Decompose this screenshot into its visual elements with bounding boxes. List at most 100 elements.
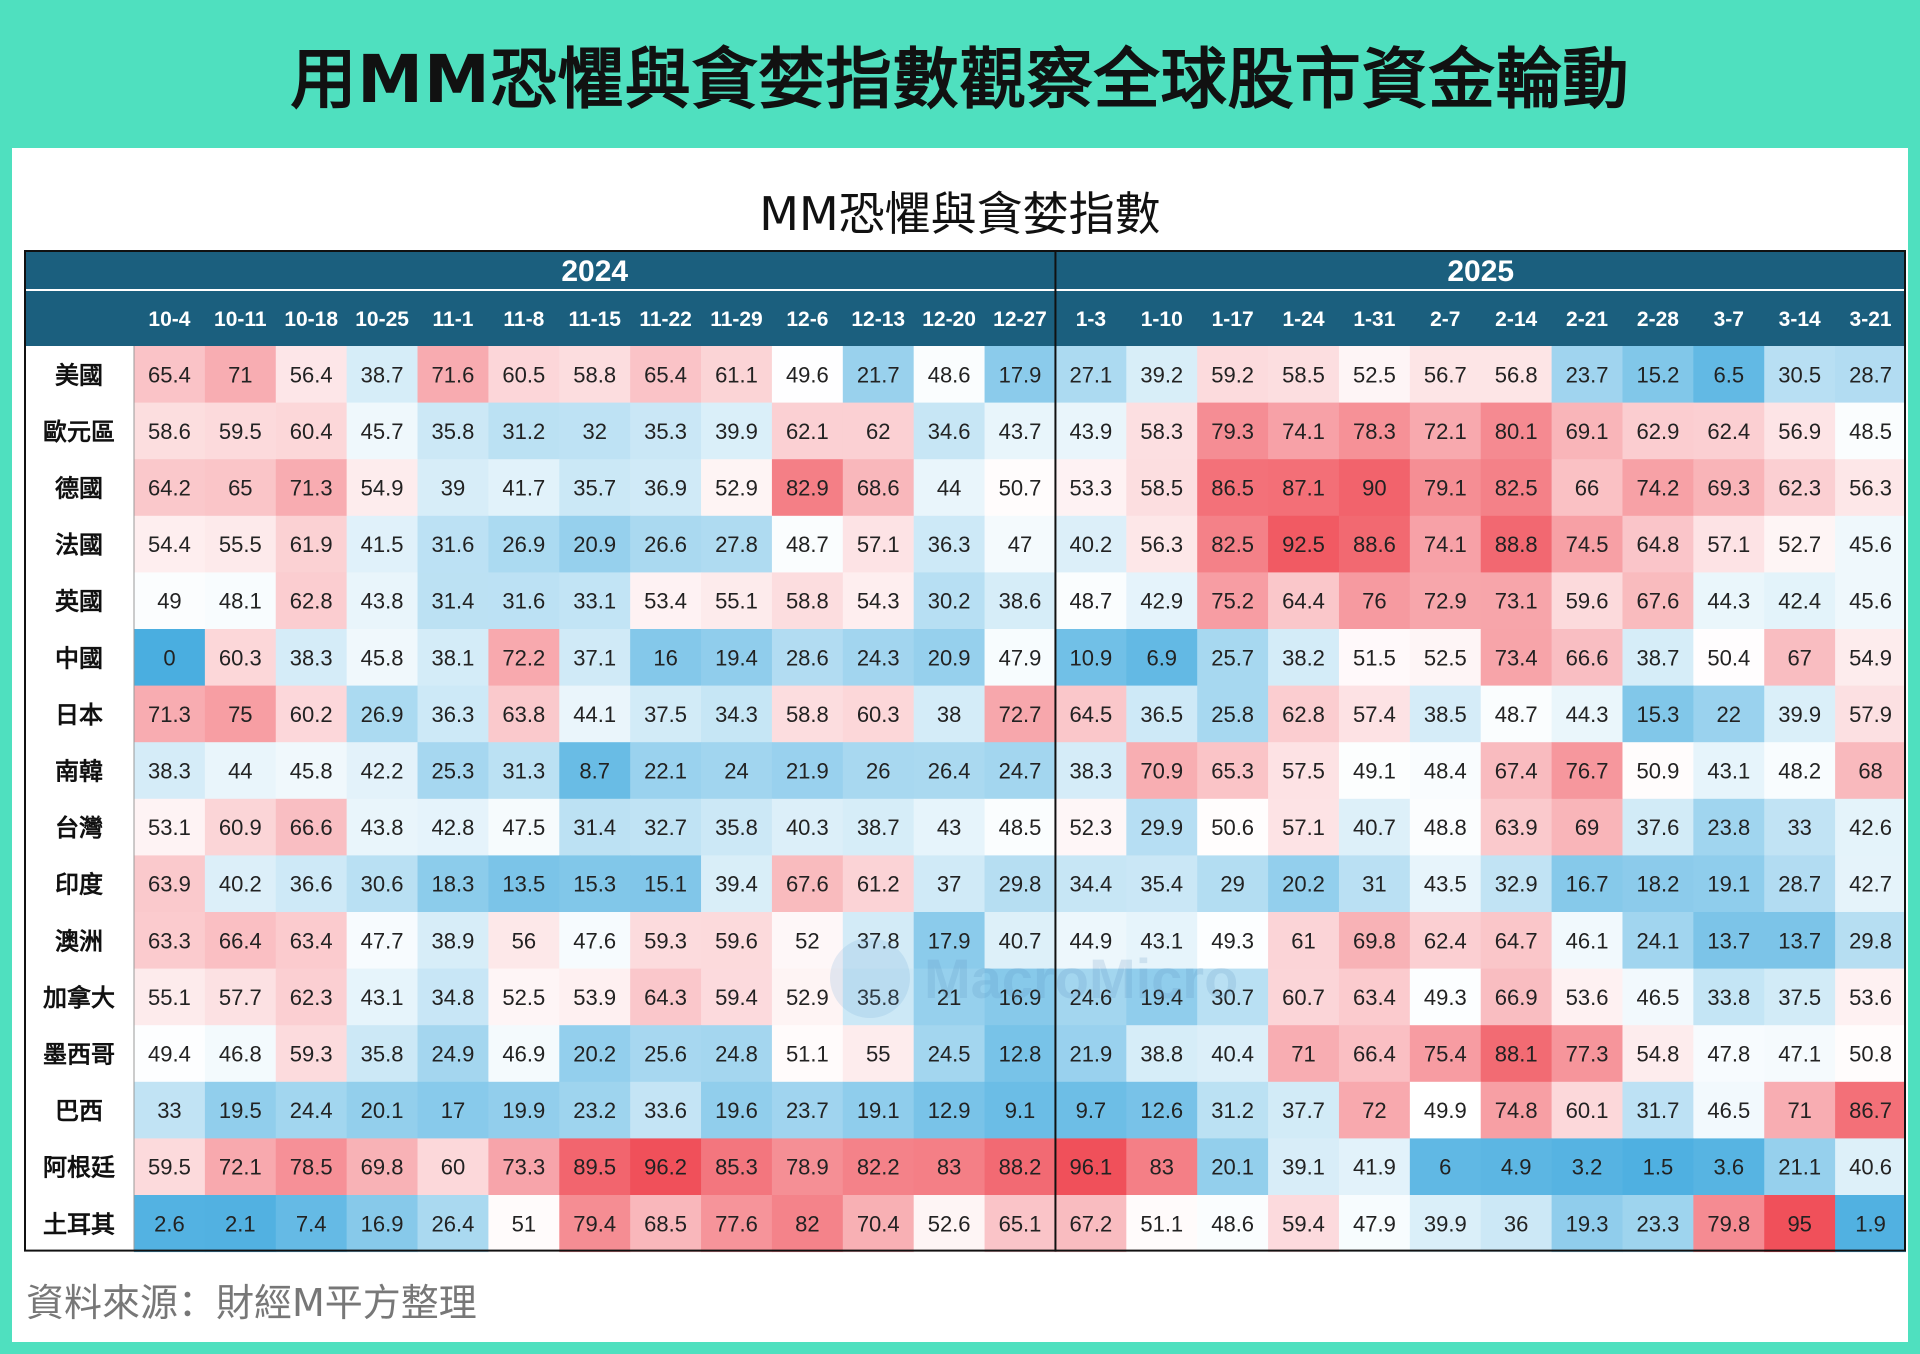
heatmap-cell [559, 1195, 631, 1253]
row-label: 英國 [55, 588, 103, 616]
cell-value: 43.1 [361, 985, 404, 1010]
cell-value: 31.3 [502, 759, 545, 784]
heatmap-cell [1764, 1081, 1836, 1139]
cell-value: 59.6 [1566, 589, 1609, 614]
cell-value: 29.8 [999, 872, 1042, 897]
cell-value: 48.1 [219, 589, 262, 614]
cell-value: 32 [582, 419, 606, 444]
cell-value: 20.1 [1211, 1155, 1254, 1180]
row-label-cell [24, 968, 134, 1026]
heatmap-cell [488, 855, 560, 913]
cell-value: 48.5 [1849, 419, 1892, 444]
heatmap-cell [275, 1195, 348, 1253]
heatmap-cell [275, 346, 348, 404]
heatmap-cell [1764, 1025, 1836, 1083]
cell-value: 65.4 [644, 362, 687, 387]
heatmap-cell [1409, 459, 1482, 517]
cell-value: 68.5 [644, 1211, 687, 1236]
row-label-cell [24, 459, 134, 516]
cell-value: 71.3 [148, 702, 191, 727]
heatmap-cell [1338, 1025, 1411, 1083]
heatmap-cell [771, 798, 844, 856]
heatmap-cell [842, 402, 915, 460]
cell-value: 49.1 [1353, 759, 1396, 784]
heatmap-cell [559, 515, 631, 573]
date-label: 1-10 [1141, 308, 1183, 331]
cell-value: 52.6 [928, 1211, 971, 1236]
date-label: 3-14 [1779, 308, 1821, 331]
heatmap-cell [1551, 572, 1623, 630]
cell-value: 60.2 [290, 702, 333, 727]
cell-value: 64.2 [148, 476, 191, 501]
cell-value: 34.6 [928, 419, 971, 444]
cell-value: 1.9 [1855, 1211, 1886, 1236]
date-label: 11-29 [710, 308, 763, 331]
heatmap-cell [346, 685, 419, 743]
heatmap-cell [204, 1025, 277, 1083]
heatmap-cell [275, 685, 348, 743]
cell-value: 28.6 [786, 645, 829, 670]
heatmap-cell [1268, 346, 1340, 404]
heatmap-cell [1338, 629, 1411, 687]
heatmap-cell [1693, 1138, 1765, 1196]
heatmap-cell [701, 1195, 773, 1253]
heatmap-cell [701, 629, 773, 687]
title-banner: 用MM恐懼與貪婪指數觀察全球股市資金輪動 [0, 0, 1920, 148]
cell-value: 39.1 [1282, 1155, 1325, 1180]
cell-value: 43.7 [999, 419, 1042, 444]
cell-value: 66.4 [1353, 1042, 1396, 1067]
cell-value: 18.2 [1637, 872, 1680, 897]
heatmap-cell [204, 629, 277, 687]
heatmap-cell [134, 629, 206, 687]
cell-value: 60.4 [290, 419, 333, 444]
cell-value: 12.9 [928, 1098, 971, 1123]
heatmap-cell [1409, 1195, 1482, 1253]
row-label-cell [24, 1081, 134, 1139]
cell-value: 15.3 [1637, 702, 1680, 727]
heatmap-cell [984, 855, 1056, 913]
cell-value: 42.4 [1778, 589, 1821, 614]
heatmap-cell [1480, 459, 1553, 517]
heatmap-cell [1268, 968, 1340, 1026]
cell-value: 74.8 [1495, 1098, 1538, 1123]
heatmap-cell [1480, 515, 1553, 573]
heatmap-cell [275, 968, 348, 1026]
heatmap-cell [1764, 1195, 1836, 1253]
row-label-cell [24, 346, 134, 403]
heatmap-cell [1551, 742, 1623, 800]
cell-value: 52.5 [1424, 645, 1467, 670]
heatmap-cell [346, 629, 419, 687]
cell-value: 64.3 [644, 985, 687, 1010]
heatmap-cell [1338, 515, 1411, 573]
heatmap-cell [1835, 346, 1906, 404]
heatmap-cell [1409, 855, 1482, 913]
heatmap-cell [488, 1138, 560, 1196]
cell-value: 73.3 [502, 1155, 545, 1180]
heatmap-cell [1693, 515, 1765, 573]
heatmap-cell [771, 1081, 844, 1139]
heatmap-cell [1835, 459, 1906, 517]
row-label-cell [24, 629, 134, 686]
heatmap-cell [984, 1138, 1056, 1196]
heatmap-cell [134, 459, 206, 517]
cell-value: 31 [1362, 872, 1386, 897]
cell-value: 45.7 [361, 419, 404, 444]
heatmap-cell [1126, 912, 1198, 970]
heatmap-cell [1197, 1025, 1269, 1083]
cell-value: 37.7 [1282, 1098, 1325, 1123]
heatmap-cell [771, 1195, 844, 1253]
cell-value: 77.3 [1566, 1042, 1609, 1067]
date-label: 11-22 [639, 308, 692, 331]
cell-value: 46.5 [1637, 985, 1680, 1010]
cell-value: 60.7 [1282, 985, 1325, 1010]
heatmap-cell [842, 1138, 915, 1196]
cell-value: 39 [441, 476, 465, 501]
heatmap-cell [1480, 629, 1553, 687]
cell-value: 57.1 [1282, 815, 1325, 840]
heatmap-cell [1197, 855, 1269, 913]
cell-value: 67.6 [1637, 589, 1680, 614]
heatmap-cell [1126, 968, 1198, 1026]
cell-value: 44.9 [1069, 928, 1112, 953]
heatmap-cell [701, 742, 773, 800]
heatmap-cell [701, 459, 773, 517]
